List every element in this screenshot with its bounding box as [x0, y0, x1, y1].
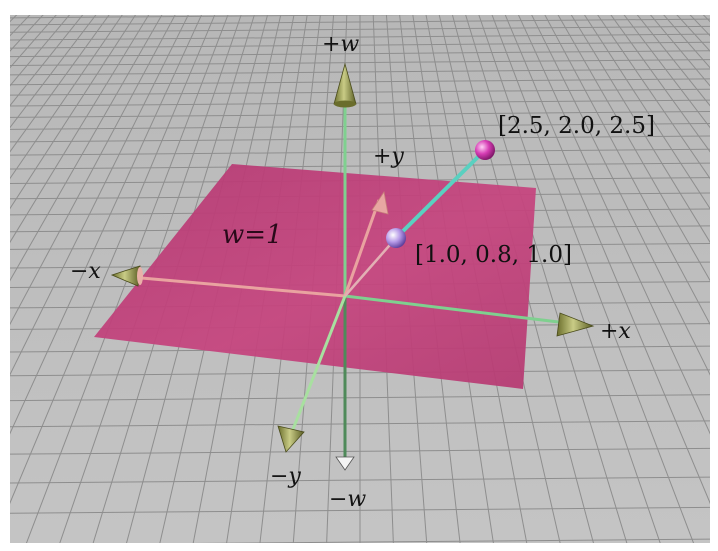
minus-x-axis — [129, 275, 346, 298]
minus-w-label: −w — [329, 487, 367, 512]
w-equals-1-plane — [94, 164, 536, 389]
plus-y-axis — [343, 199, 381, 297]
plane-label: w=1 — [222, 220, 283, 250]
point-outer-label: [2.5, 2.0, 2.5] — [498, 113, 655, 139]
point-inner-sphere — [386, 228, 406, 248]
minus-x-label: −x — [70, 259, 101, 284]
minus-y-arrowhead — [277, 425, 305, 453]
minus-y-axis — [290, 295, 347, 433]
plus-w-label: +w — [322, 32, 360, 57]
plus-x-label: +x — [600, 319, 631, 344]
point-outer-sphere — [475, 140, 495, 160]
plus-x-arrowhead — [556, 312, 595, 337]
plus-y-arrowhead — [371, 190, 389, 215]
projection-line-outer — [394, 148, 487, 240]
projection-line-inner — [344, 237, 397, 297]
axes — [129, 80, 576, 458]
point-inner-label: [1.0, 0.8, 1.0] — [415, 242, 572, 268]
minus-y-label: −y — [270, 464, 301, 489]
plus-x-axis — [344, 294, 576, 326]
axis-arrowheads — [110, 62, 595, 471]
minus-w-arrowhead — [335, 456, 355, 471]
plus-y-label: +y — [373, 144, 404, 169]
